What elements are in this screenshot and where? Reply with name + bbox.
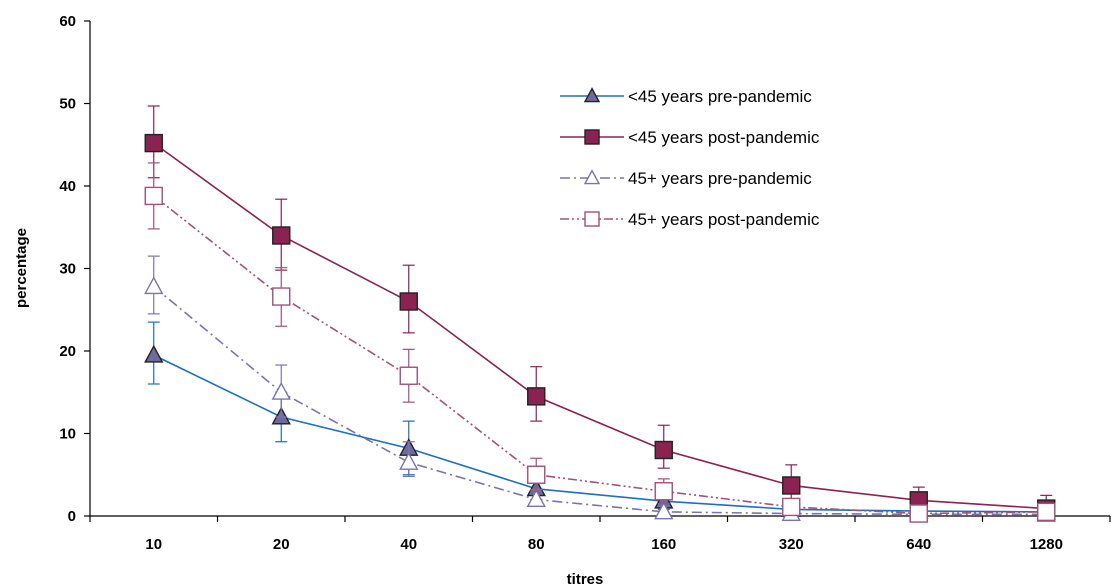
legend-label: <45 years pre-pandemic: [628, 87, 812, 106]
series-3: [144, 162, 1056, 523]
legend-marker: [584, 129, 600, 145]
axes: 0 10 20 30 40 50 60 10 20 40 80 160 320 640 1280: [59, 13, 1111, 553]
data-point: [527, 465, 546, 484]
data-point: [782, 476, 801, 495]
data-point: [654, 482, 673, 501]
data-point: [782, 497, 801, 517]
data-point: [144, 276, 164, 295]
data-point: [144, 133, 163, 153]
data-point: [272, 226, 291, 245]
y-tick-label: 40: [59, 178, 76, 195]
x-tick-label: 160: [651, 536, 676, 553]
series-layer: [144, 105, 1056, 523]
x-tick-label: 1280: [1030, 536, 1063, 553]
series-line: [153, 354, 1047, 513]
y-tick-label: 50: [59, 96, 76, 113]
data-point: [399, 451, 419, 470]
legend-marker: [583, 87, 601, 103]
y-tick-label: 10: [59, 426, 76, 443]
y-axis-title: percentage: [13, 228, 30, 308]
data-point: [144, 186, 163, 206]
legend-label: 45+ years pre-pandemic: [628, 169, 812, 188]
data-point: [399, 366, 418, 385]
legend-item: <45 years pre-pandemic: [560, 87, 812, 106]
data-point: [654, 440, 673, 460]
data-point: [526, 489, 546, 507]
data-point: [527, 387, 546, 406]
x-tick-label: 320: [779, 536, 804, 553]
x-tick-label: 20: [273, 536, 290, 553]
data-point: [144, 344, 164, 363]
legend-item: <45 years post-pandemic: [560, 128, 820, 147]
legend-marker: [584, 211, 600, 227]
error-bars: [147, 162, 1053, 517]
data-point: [654, 501, 674, 520]
series-line: [153, 286, 1047, 516]
legend-label: 45+ years post-pandemic: [628, 210, 820, 229]
legend: <45 years pre-pandemic <45 years post-pan…: [560, 87, 820, 229]
legend-item: 45+ years post-pandemic: [560, 210, 820, 229]
data-point: [909, 504, 928, 523]
data-point: [272, 287, 291, 306]
y-tick-label: 0: [68, 508, 76, 525]
x-tick-label: 640: [906, 536, 931, 553]
y-tick-label: 60: [59, 13, 76, 30]
series-line: [153, 195, 1047, 515]
y-tick-label: 20: [59, 343, 76, 360]
legend-label: <45 years post-pandemic: [628, 128, 820, 147]
x-tick-label: 10: [145, 536, 162, 553]
x-axis-title: titres: [567, 571, 604, 587]
legend-marker: [583, 169, 601, 185]
x-tick-label: 80: [528, 536, 545, 553]
data-point: [399, 292, 418, 311]
y-tick-label: 30: [59, 261, 76, 278]
data-point: [271, 381, 291, 400]
x-tick-label: 40: [400, 536, 417, 553]
error-bars: [147, 105, 1053, 515]
legend-item: 45+ years pre-pandemic: [560, 169, 812, 188]
series-line: [153, 142, 1047, 510]
data-point: [1037, 502, 1056, 522]
